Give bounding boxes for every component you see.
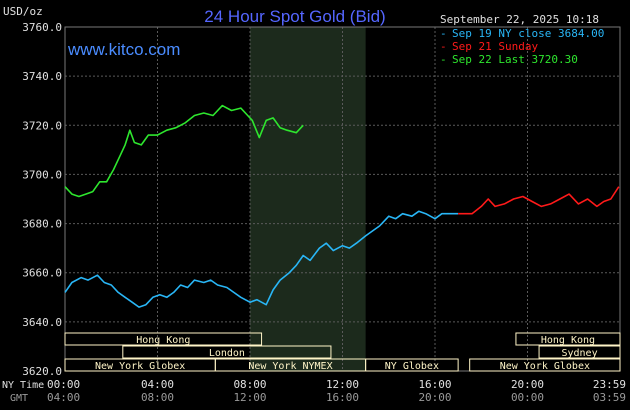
- session-label: Sydney: [561, 348, 597, 359]
- session-label: New York Globex: [95, 361, 185, 372]
- x-tick-label-ny: 20:00: [511, 378, 544, 391]
- nymex-shade: [250, 27, 366, 371]
- x-tick-label-ny: 04:00: [141, 378, 174, 391]
- x-tick-label-ny: 08:00: [233, 378, 266, 391]
- x-tick-label-gmt: 16:00: [326, 391, 359, 404]
- legend-marker: -: [440, 27, 447, 40]
- x-tick-label-gmt: 12:00: [233, 391, 266, 404]
- legend-marker: -: [440, 53, 447, 66]
- session-label: New York NYMEX: [248, 361, 332, 372]
- chart-title: 24 Hour Spot Gold (Bid): [204, 7, 385, 26]
- timestamp: September 22, 2025 10:18: [440, 13, 599, 26]
- watermark-text: www.kitco.com: [67, 40, 180, 59]
- series-line: [64, 210, 459, 308]
- session-bar: [64, 332, 263, 346]
- legend-entry: Sep 19 NY close 3684.00: [452, 27, 604, 40]
- session-bar: [538, 345, 621, 359]
- series-line: [64, 104, 304, 198]
- legend-entry: Sep 21 Sunday: [452, 40, 538, 53]
- legend-entry: Sep 22 Last 3720.30: [452, 53, 578, 66]
- x-tick-label-ny: 16:00: [418, 378, 451, 391]
- session-bar: [365, 358, 459, 372]
- series-line: [458, 186, 620, 215]
- y-tick-label: 3640.0: [22, 316, 62, 329]
- unit-label: USD/oz: [3, 5, 43, 18]
- y-tick-label: 3660.0: [22, 267, 62, 280]
- session-bar: [515, 332, 621, 346]
- x-tick-label-ny: 00:00: [47, 378, 80, 391]
- session-label: NY Globex: [385, 361, 439, 372]
- x-tick-label-gmt: 04:00: [47, 391, 80, 404]
- y-tick-label: 3700.0: [22, 168, 62, 181]
- x-tick-label-ny: 12:00: [326, 378, 359, 391]
- x-tick-label-gmt: 08:00: [141, 391, 174, 404]
- y-tick-label: 3680.0: [22, 218, 62, 231]
- x-tick-label-gmt: 03:59: [593, 391, 626, 404]
- y-tick-label: 3720.0: [22, 119, 62, 132]
- gmt-label: GMT: [10, 393, 28, 404]
- session-label: London: [209, 348, 245, 359]
- x-tick-label-gmt: 00:00: [511, 391, 544, 404]
- legend-marker: -: [440, 40, 447, 53]
- session-label: Hong Kong: [541, 335, 595, 346]
- ny-time-label: NY Time: [2, 380, 44, 391]
- session-bar: [122, 345, 332, 359]
- y-tick-label: 3620.0: [22, 365, 62, 378]
- y-tick-label: 3740.0: [22, 70, 62, 83]
- x-tick-label-gmt: 20:00: [418, 391, 451, 404]
- session-bar: [469, 358, 621, 372]
- session-label: New York Globex: [500, 361, 590, 372]
- x-tick-label-ny: 23:59: [593, 378, 626, 391]
- y-tick-label: 3760.0: [22, 21, 62, 34]
- session-label: Hong Kong: [136, 335, 190, 346]
